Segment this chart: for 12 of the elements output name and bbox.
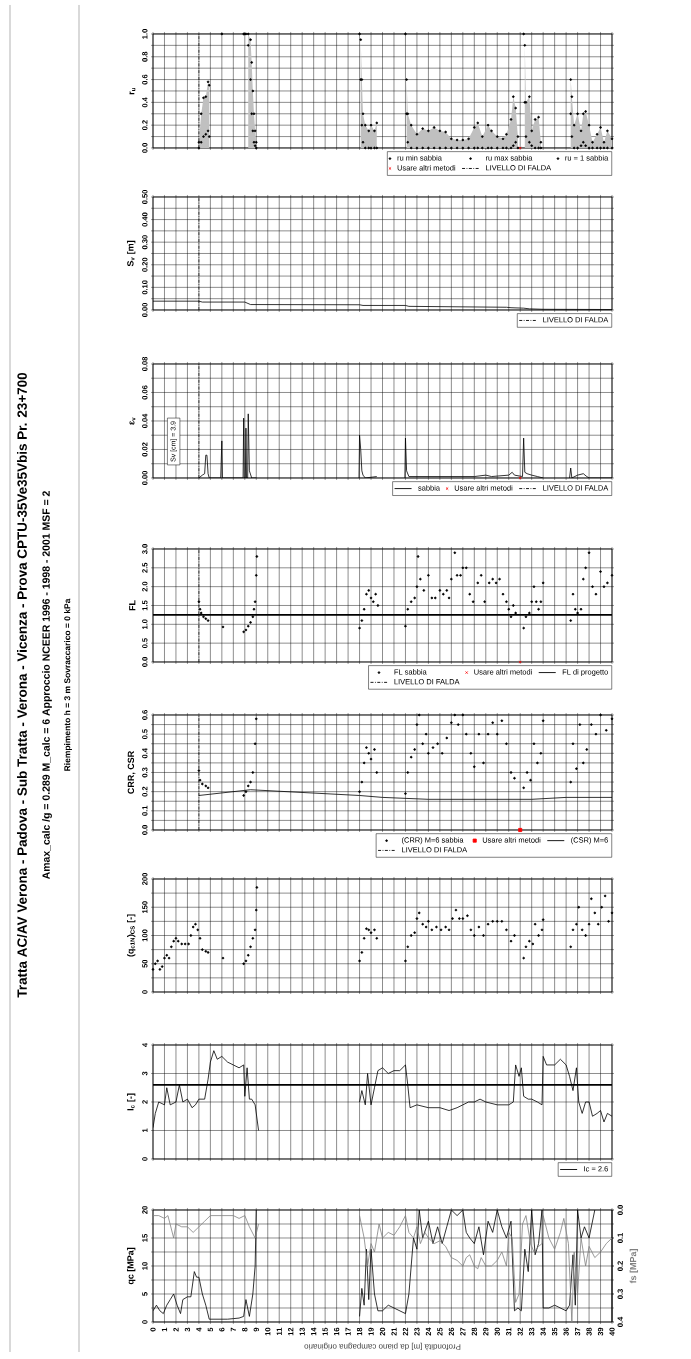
y-axis-title: FL	[129, 600, 136, 611]
text: Riempimento h = 3 m Sovraccarico = 0 kPa	[64, 598, 72, 771]
y-axis-title: r$_{u}$	[129, 88, 136, 95]
y-axis-title: S$_{v}$ [m]	[126, 240, 136, 267]
y-axis-title: (q$_{c1N}$)$_{CS}$ [-]	[126, 914, 136, 957]
text: Tratta AC/AV Verona - Padova - Sub Tratta - Verona - Vicenza - Prova CPTU-35Ve35Vbis Pr. 23+700	[16, 372, 27, 998]
y-axis-title: ε$_{v}$	[129, 417, 136, 425]
text: Amax_calc /g = 0.289 M_calc = 6 Approccio NCEER 1996 - 1998 - 2001 MSF = 2	[42, 491, 52, 880]
y-axis-title: CRR, CSR	[127, 751, 136, 794]
y-axis-title: I$_{c}$ [-]	[126, 1093, 136, 1111]
y-axis-title: qc [MPa]	[126, 1247, 136, 1285]
y2-axis-title: fs [MPa]	[629, 1249, 639, 1284]
